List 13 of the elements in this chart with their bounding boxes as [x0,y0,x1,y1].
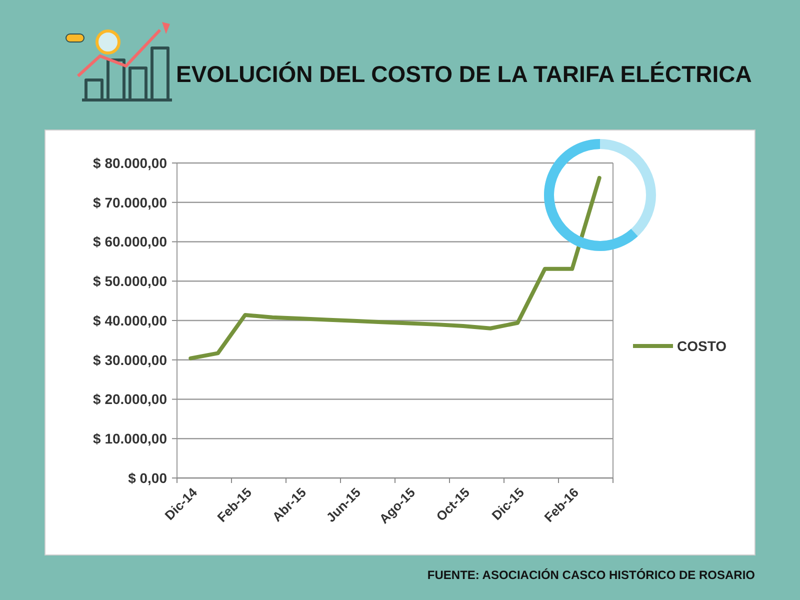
y-tick-label: $ 10.000,00 [93,430,168,447]
y-tick-label: $ 70.000,00 [93,194,168,210]
chart-title: EVOLUCIÓN DEL COSTO DE LA TARIFA ELÉCTRICA [176,61,752,87]
legend-label: COSTO [677,338,727,354]
line-series [188,176,602,360]
y-tick-label: $ 20.000,00 [93,391,168,408]
y-tick-label: $ 50.000,00 [93,273,168,290]
y-tick-label: $ 30.000,00 [93,352,168,368]
y-tick-label: $ 40.000,00 [93,312,168,328]
source-note: FUENTE: ASOCIACIÓN CASCO HISTÓRICO DE ROSARIO [427,568,755,582]
y-tick-label: $ 60.000,00 [93,234,168,250]
y-tick-label: $ 0,00 [128,470,168,486]
y-tick-label: $ 80.000,00 [93,154,168,171]
